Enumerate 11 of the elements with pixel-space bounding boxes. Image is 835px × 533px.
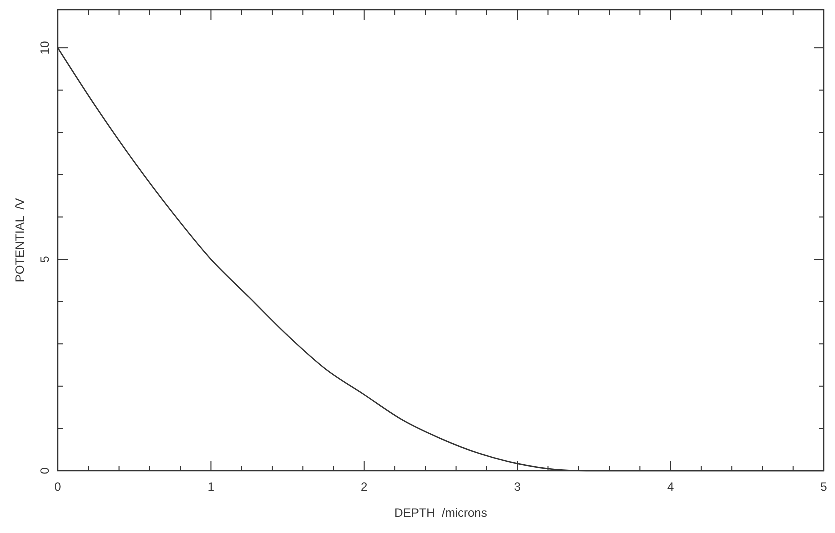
- x-axis-title: DEPTH /microns: [394, 506, 488, 520]
- y-axis-title: POTENTIAL /V: [13, 198, 27, 283]
- x-tick-label: 1: [208, 480, 215, 494]
- x-tick-label: 3: [514, 480, 522, 494]
- x-tick-label: 4: [667, 480, 674, 494]
- y-tick-label: 5: [38, 256, 52, 263]
- x-tick-label: 0: [54, 480, 62, 494]
- y-tick-label: 0: [38, 467, 52, 474]
- y-tick-label: 10: [38, 41, 52, 55]
- x-tick-label: 2: [361, 480, 368, 494]
- x-tick-label: 5: [820, 480, 828, 494]
